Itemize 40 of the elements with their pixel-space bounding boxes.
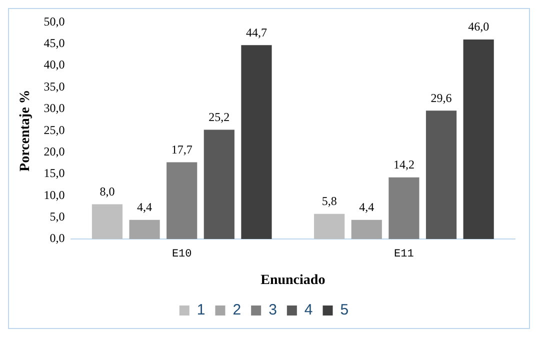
legend-label: 2 (232, 302, 242, 319)
legend-label: 3 (268, 302, 277, 319)
bar (351, 220, 382, 239)
bar (388, 177, 420, 239)
bar (463, 40, 494, 239)
data-label: 25,2 (208, 110, 230, 124)
bar (92, 204, 123, 239)
bar (314, 214, 345, 239)
y-tick-label: 45,0 (44, 36, 65, 50)
x-tick-label: E11 (394, 248, 414, 261)
legend-label: 5 (340, 302, 349, 319)
data-label: 44,7 (246, 25, 267, 40)
data-label: 14,2 (393, 158, 414, 172)
y-tick-label: 25,0 (44, 122, 65, 137)
x-tick-label: E10 (172, 248, 192, 261)
y-tick-label: 0,0 (50, 231, 65, 246)
data-label: 17,7 (171, 142, 192, 156)
y-tick-label: 10,0 (44, 188, 65, 202)
data-label: 8,0 (100, 184, 115, 198)
y-tick-label: 40,0 (44, 58, 65, 72)
data-label: 5,8 (322, 194, 337, 208)
data-label: 29,6 (430, 90, 452, 105)
bar (166, 162, 198, 239)
legend-label: 4 (304, 302, 313, 319)
y-tick-label: 15,0 (44, 166, 65, 180)
y-axis-title: Porcentaje % (18, 90, 34, 172)
data-label: 46,0 (468, 20, 490, 34)
y-tick-label: 20,0 (44, 144, 65, 158)
bar (129, 220, 160, 239)
x-axis-title: Enunciado (260, 273, 326, 288)
legend-label: 1 (196, 302, 206, 319)
y-tick-label: 35,0 (44, 79, 65, 94)
bar (204, 130, 234, 239)
y-tick-label: 5,0 (50, 209, 65, 224)
bar (241, 45, 272, 239)
bar (426, 110, 457, 239)
data-label: 4,4 (359, 200, 374, 214)
data-label: 4,4 (137, 200, 152, 214)
y-tick-label: 30,0 (44, 101, 65, 116)
y-tick-label: 50,0 (44, 14, 65, 28)
